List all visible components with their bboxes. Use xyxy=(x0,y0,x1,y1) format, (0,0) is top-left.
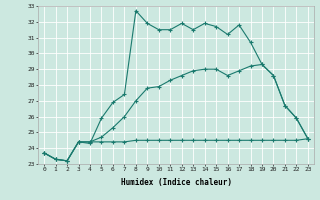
X-axis label: Humidex (Indice chaleur): Humidex (Indice chaleur) xyxy=(121,178,231,187)
